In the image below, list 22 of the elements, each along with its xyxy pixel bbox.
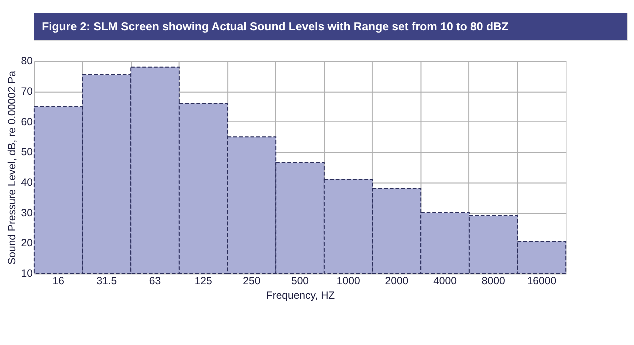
x-tick-label: 125 [194, 276, 213, 288]
x-tick-label: 500 [292, 276, 310, 288]
x-tick-label: 250 [243, 276, 261, 288]
x-tick-label: 1000 [336, 276, 360, 288]
x-tick-label: 16 [52, 276, 65, 288]
y-tick-label: 70 [21, 86, 34, 98]
x-tick-label: 63 [149, 276, 162, 288]
x-tick-label: 16000 [527, 276, 557, 288]
x-tick-label: 8000 [482, 276, 506, 288]
y-axis-title: Sound Pressure Level, dB, re 0.00002 Pa [6, 70, 19, 265]
y-tick-label: 40 [21, 176, 34, 189]
chart-title: Figure 2: SLM Screen showing Actual Sound Levels with Range set from 10 to 80 dBZ [42, 22, 509, 34]
y-tick-label: 30 [21, 207, 34, 220]
y-tick-label: 20 [21, 238, 34, 250]
y-tick-label: 10 [21, 268, 34, 280]
x-axis-title: Frequency, HZ [266, 290, 336, 302]
y-tick-label: 50 [21, 146, 34, 159]
y-tick-label: 80 [21, 56, 34, 68]
y-tick-label: 60 [21, 116, 34, 128]
x-tick-label: 31.5 [96, 276, 118, 288]
x-tick-label: 2000 [385, 276, 409, 288]
x-tick-label: 4000 [434, 276, 458, 288]
